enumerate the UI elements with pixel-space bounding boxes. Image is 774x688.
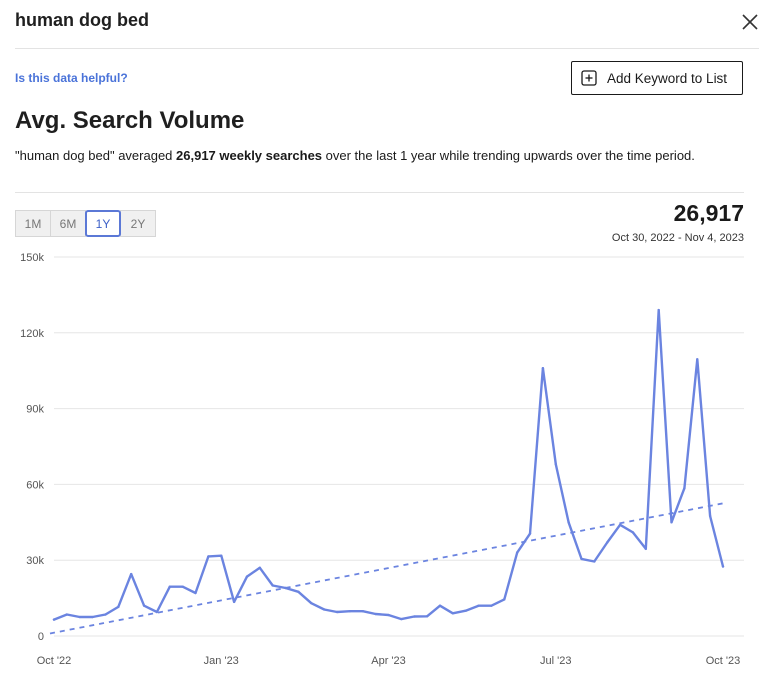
data-point [387, 613, 390, 617]
section-title: Avg. Search Volume [15, 107, 245, 134]
range-tabs: 1M 6M 1Y 2Y [15, 210, 156, 237]
data-point [644, 547, 648, 551]
header-divider [15, 48, 759, 49]
data-point [322, 608, 326, 611]
data-point [361, 610, 364, 613]
add-keyword-button[interactable]: Add Keyword to List [571, 61, 743, 95]
data-point [580, 557, 583, 561]
trend-line [49, 502, 724, 635]
data-point [425, 615, 429, 618]
data-point [670, 521, 673, 524]
data-point [554, 462, 557, 466]
data-point [528, 532, 532, 535]
add-keyword-label: Add Keyword to List [607, 70, 728, 86]
data-point [374, 612, 377, 616]
data-point [168, 585, 171, 588]
data-point [142, 604, 146, 607]
data-point [477, 604, 480, 607]
data-point [65, 613, 69, 616]
data-point [708, 514, 712, 518]
data-point [78, 615, 81, 619]
data-point [631, 531, 635, 534]
tab-2y[interactable]: 2Y [120, 210, 156, 237]
tab-1y[interactable]: 1Y [85, 210, 121, 237]
data-point [271, 584, 274, 587]
data-point [721, 565, 725, 568]
summary-prefix: "human dog bed" averaged [15, 148, 177, 163]
data-point [91, 615, 94, 619]
data-point [515, 551, 519, 554]
data-point [207, 555, 210, 558]
data-point [400, 617, 403, 621]
x-tick-label: Jul '23 [540, 655, 571, 667]
data-point [310, 601, 313, 605]
data-point [438, 604, 442, 607]
data-point [220, 554, 223, 557]
data-point [541, 366, 545, 370]
data-point [297, 590, 300, 593]
section-divider [15, 192, 744, 193]
data-point [451, 612, 455, 615]
x-tick-label: Jan '23 [204, 655, 239, 667]
data-point [503, 598, 506, 601]
data-point [593, 560, 596, 563]
data-point [490, 604, 493, 607]
summary-text: "human dog bed" averaged 26,917 weekly s… [15, 147, 735, 165]
data-point [245, 575, 249, 578]
data-point [194, 591, 197, 595]
data-point [683, 486, 686, 490]
data-point [413, 615, 416, 618]
date-range: Oct 30, 2022 - Nov 4, 2023 [611, 232, 744, 244]
data-point [348, 610, 352, 613]
tab-1m[interactable]: 1M [15, 210, 51, 237]
y-tick-label: 90k [26, 404, 44, 416]
average-value: 26,917 [673, 200, 744, 226]
y-tick-label: 30k [26, 555, 44, 567]
data-point [232, 600, 236, 604]
data-point [181, 585, 184, 588]
close-icon[interactable] [740, 12, 760, 32]
x-tick-label: Apr '23 [371, 655, 406, 667]
data-point [129, 572, 133, 576]
data-point [335, 610, 339, 614]
summary-highlight: 26,917 weekly searches [176, 148, 323, 163]
page-title: human dog bed [15, 10, 149, 30]
data-point [104, 613, 107, 616]
y-tick-label: 0 [38, 631, 44, 643]
x-tick-label: Oct '23 [706, 655, 741, 667]
data-point [606, 541, 609, 544]
y-tick-label: 120k [20, 328, 44, 340]
x-tick-label: Oct '22 [37, 655, 72, 667]
data-point [618, 523, 622, 527]
data-point [464, 609, 467, 612]
data-helpful-link[interactable]: Is this data helpful? [15, 71, 128, 85]
data-point [52, 618, 56, 621]
data-point [258, 566, 262, 569]
y-tick-label: 60k [26, 479, 44, 491]
plus-square-icon [581, 70, 597, 86]
data-point [567, 521, 570, 524]
data-point [696, 358, 699, 361]
data-point [284, 586, 287, 590]
data-point [155, 610, 159, 614]
tab-6m[interactable]: 6M [50, 210, 86, 237]
summary-suffix: over the last 1 year while trending upwa… [322, 148, 695, 163]
series-line [52, 308, 725, 621]
data-point [657, 308, 660, 312]
y-tick-label: 150k [20, 252, 44, 264]
search-volume-chart: 0 30k 60k 90k 120k 150k Oct '22 Jan '23 Apr '23… [20, 252, 744, 667]
data-point [117, 605, 120, 609]
